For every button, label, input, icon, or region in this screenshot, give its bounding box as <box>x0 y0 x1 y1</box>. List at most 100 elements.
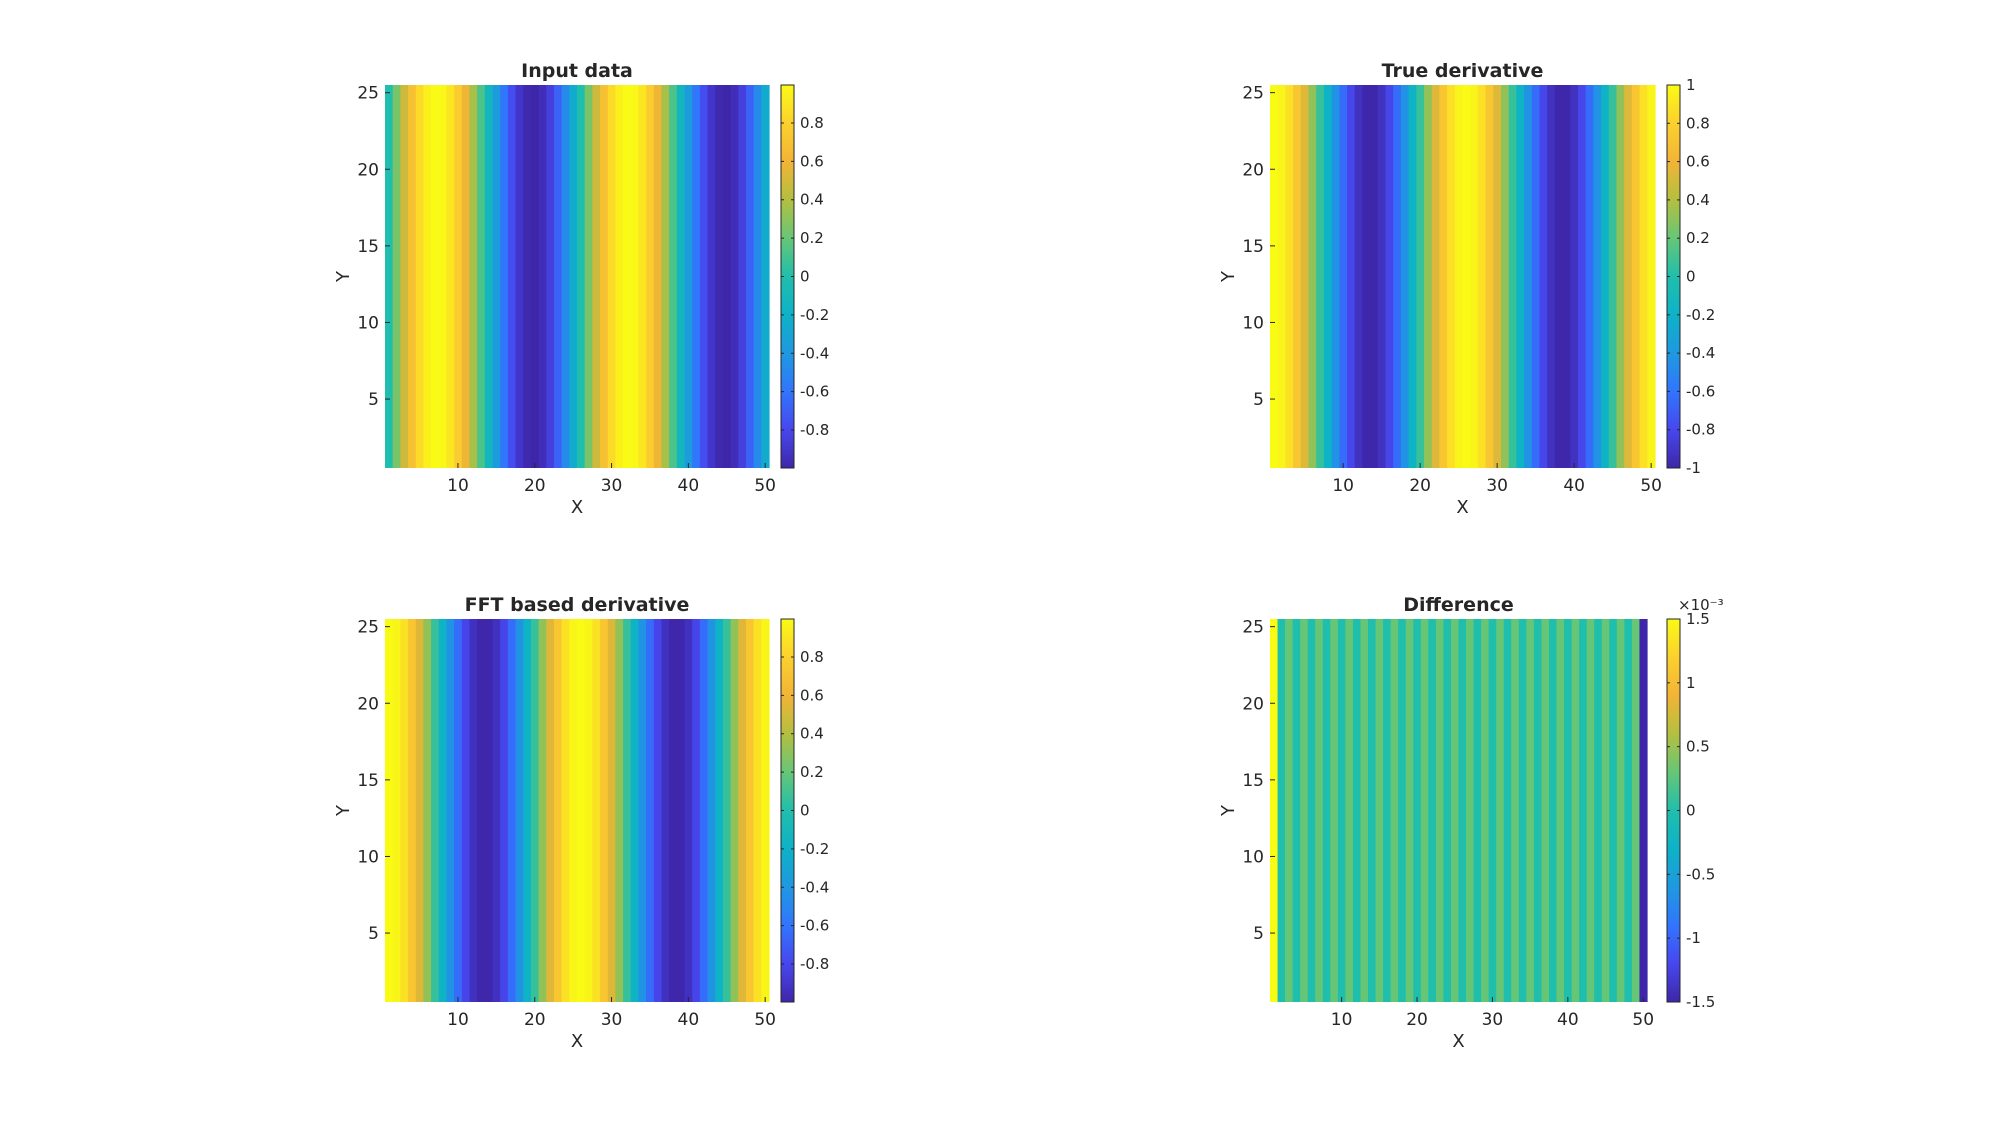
colorbar-tick-label: -1 <box>1686 929 1701 947</box>
heatmap-column-8 <box>1322 619 1331 1002</box>
colorbar-tick-label: 0.2 <box>1686 229 1710 247</box>
x-axis-label: X <box>1456 497 1468 518</box>
y-tick-label: 25 <box>1242 618 1264 638</box>
heatmap-column-22 <box>546 619 555 1002</box>
heatmap-column-41 <box>692 85 701 468</box>
x-tick-label: 30 <box>601 1010 623 1030</box>
heatmap-column-27 <box>584 619 593 1002</box>
heatmap-column-17 <box>1390 619 1399 1002</box>
heatmap-column-35 <box>646 619 655 1002</box>
heatmap-column-47 <box>738 619 747 1002</box>
heatmap-column-14 <box>484 619 494 1002</box>
heatmap-column-19 <box>523 619 532 1002</box>
heatmap-column-45 <box>1608 85 1618 468</box>
heatmap-column-25 <box>1454 85 1464 468</box>
heatmap-column-47 <box>1616 619 1625 1002</box>
heatmap-column-9 <box>446 85 455 468</box>
heatmap-column-8 <box>438 619 448 1002</box>
colorbar-tick-label: -0.2 <box>1686 306 1715 324</box>
heatmap-column-10 <box>1337 619 1346 1002</box>
heatmap-column-28 <box>1473 619 1482 1002</box>
heatmap-column-8 <box>438 85 448 468</box>
heatmap-column-6 <box>423 619 432 1002</box>
heatmap-column-30 <box>607 619 616 1002</box>
heatmap-column-32 <box>1503 619 1512 1002</box>
x-tick-label: 50 <box>1640 476 1662 496</box>
heatmap-column-19 <box>1405 619 1414 1002</box>
heatmap-column-21 <box>1420 619 1429 1002</box>
heatmap-column-23 <box>553 619 563 1002</box>
heatmap-column-37 <box>661 619 670 1002</box>
heatmap-column-48 <box>1624 619 1633 1002</box>
colorbar-tick-label: -0.4 <box>800 878 829 896</box>
heatmap-column-35 <box>1526 619 1535 1002</box>
heatmap-column-33 <box>630 619 640 1002</box>
heatmap-column-32 <box>623 85 632 468</box>
heatmap-column-46 <box>1609 619 1618 1002</box>
y-axis-label: Y <box>333 270 354 283</box>
heatmap-column-23 <box>553 85 563 468</box>
heatmap-column-36 <box>1533 619 1543 1002</box>
x-tick-label: 30 <box>1482 1010 1504 1030</box>
heatmap-column-40 <box>684 619 693 1002</box>
heatmap-column-50 <box>761 85 770 468</box>
panel-title: Input data <box>521 60 633 82</box>
x-tick-label: 40 <box>1557 1010 1579 1030</box>
heatmap-column-18 <box>1398 619 1407 1002</box>
colorbar-tick-label: 1.5 <box>1686 610 1710 628</box>
heatmap-column-13 <box>477 85 486 468</box>
x-tick-label: 20 <box>524 1010 546 1030</box>
heatmap-column-39 <box>1562 85 1571 468</box>
heatmap-column-29 <box>1485 85 1494 468</box>
heatmap-column-12 <box>469 85 478 468</box>
heatmap-column-33 <box>630 85 640 468</box>
heatmap-column-16 <box>1383 619 1392 1002</box>
heatmap-column-41 <box>692 619 701 1002</box>
heatmap-column-46 <box>730 85 739 468</box>
heatmap-column-29 <box>600 85 609 468</box>
heatmap-column-3 <box>1285 85 1294 468</box>
heatmap-column-42 <box>699 85 709 468</box>
colorbar-tick-label: -0.2 <box>800 840 829 858</box>
x-tick-label: 10 <box>447 1010 469 1030</box>
colorbar-tick-label: -1.5 <box>1686 993 1715 1011</box>
colorbar-tick-label: 0.8 <box>800 648 824 666</box>
y-tick-label: 10 <box>1242 847 1264 867</box>
heatmap-column-27 <box>584 85 593 468</box>
heatmap-column-6 <box>1307 619 1316 1002</box>
heatmap-column-49 <box>1631 619 1641 1002</box>
colorbar-tick-label: 0.6 <box>800 686 824 704</box>
panel-1: True derivative 10 20 30 40 50 5 10 15 20 25 X Y 1 0.8… <box>1218 60 1715 518</box>
heatmap-column-11 <box>1347 85 1356 468</box>
heatmap-column-3 <box>400 85 409 468</box>
heatmap-column-1 <box>1270 619 1279 1002</box>
heatmap-column-34 <box>1524 85 1533 468</box>
heatmap-column-43 <box>707 85 716 468</box>
heatmap-column-5 <box>415 85 424 468</box>
colorbar-tick-label: 0.6 <box>1686 153 1710 171</box>
heatmap-column-19 <box>523 85 532 468</box>
heatmap-column-47 <box>1624 85 1633 468</box>
heatmap-column-5 <box>1300 85 1310 468</box>
heatmap-column-18 <box>515 85 524 468</box>
heatmap-column-25 <box>569 619 578 1002</box>
heatmap-column-20 <box>1416 85 1425 468</box>
heatmap-column-26 <box>1458 619 1467 1002</box>
x-tick-label: 10 <box>1331 1010 1353 1030</box>
heatmap-column-18 <box>515 619 524 1002</box>
heatmap-column-4 <box>408 619 417 1002</box>
heatmap-column-38 <box>669 619 678 1002</box>
heatmap-column-13 <box>1362 85 1371 468</box>
colorbar-tick-label: 0.4 <box>800 725 824 743</box>
heatmap-column-33 <box>1516 85 1525 468</box>
heatmap-column-50 <box>1639 619 1648 1002</box>
heatmap-column-15 <box>492 619 501 1002</box>
heatmap-column-44 <box>715 85 724 468</box>
heatmap-column-13 <box>477 619 486 1002</box>
y-tick-label: 5 <box>368 390 379 410</box>
heatmap-column-2 <box>392 85 401 468</box>
heatmap-column-2 <box>1277 619 1286 1002</box>
heatmap-column-13 <box>1360 619 1369 1002</box>
y-tick-label: 20 <box>357 694 379 714</box>
